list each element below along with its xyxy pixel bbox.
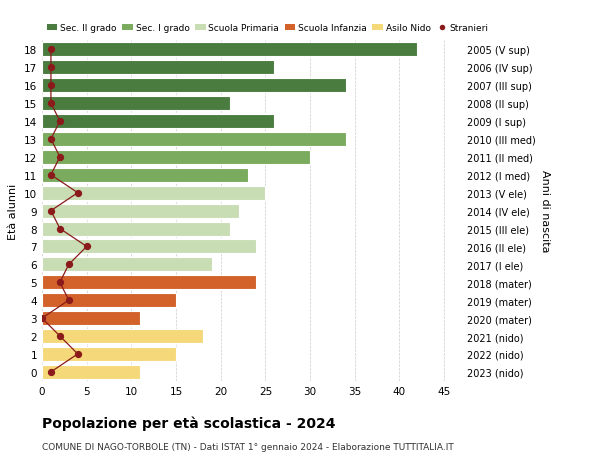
Point <box>46 46 56 54</box>
Bar <box>42 79 346 93</box>
Point <box>64 297 74 304</box>
Bar <box>42 347 176 361</box>
Bar <box>42 186 265 200</box>
Point <box>46 172 56 179</box>
Text: Popolazione per età scolastica - 2024: Popolazione per età scolastica - 2024 <box>42 415 335 430</box>
Point <box>73 351 83 358</box>
Bar <box>42 222 230 236</box>
Legend: Sec. II grado, Sec. I grado, Scuola Primaria, Scuola Infanzia, Asilo Nido, Stran: Sec. II grado, Sec. I grado, Scuola Prim… <box>47 24 489 34</box>
Bar <box>42 204 239 218</box>
Bar <box>42 258 212 272</box>
Point <box>82 243 91 251</box>
Point <box>55 333 65 340</box>
Bar <box>42 133 346 146</box>
Point <box>55 118 65 125</box>
Point <box>46 82 56 90</box>
Point <box>55 225 65 233</box>
Point <box>55 279 65 286</box>
Point <box>46 136 56 143</box>
Bar <box>42 115 274 129</box>
Bar <box>42 311 140 325</box>
Bar <box>42 329 203 343</box>
Y-axis label: Età alunni: Età alunni <box>8 183 19 239</box>
Bar <box>42 151 310 164</box>
Point <box>46 64 56 72</box>
Point <box>46 369 56 376</box>
Point <box>73 190 83 197</box>
Point <box>64 261 74 269</box>
Point <box>46 100 56 107</box>
Bar <box>42 365 140 379</box>
Bar <box>42 97 230 111</box>
Bar <box>42 168 248 182</box>
Point <box>46 207 56 215</box>
Bar <box>42 294 176 308</box>
Bar <box>42 61 274 75</box>
Point <box>37 315 47 322</box>
Y-axis label: Anni di nascita: Anni di nascita <box>539 170 550 252</box>
Bar <box>42 276 256 290</box>
Bar <box>42 240 256 254</box>
Text: COMUNE DI NAGO-TORBOLE (TN) - Dati ISTAT 1° gennaio 2024 - Elaborazione TUTTITAL: COMUNE DI NAGO-TORBOLE (TN) - Dati ISTAT… <box>42 442 454 451</box>
Bar <box>42 43 418 57</box>
Point <box>55 154 65 161</box>
